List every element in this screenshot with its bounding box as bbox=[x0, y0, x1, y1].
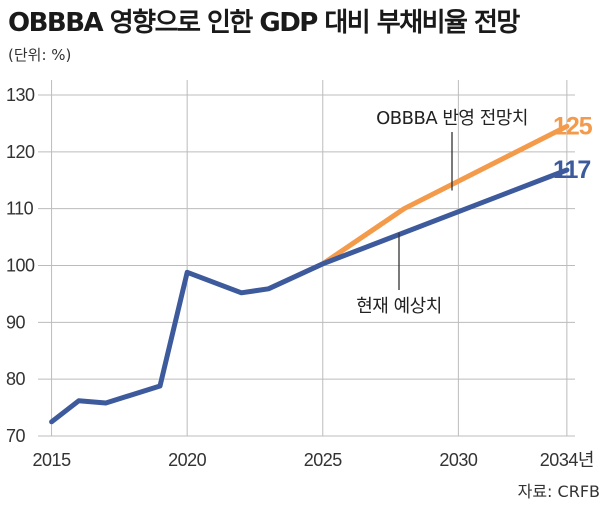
series-lines bbox=[49, 123, 570, 425]
y-tick-90: 90 bbox=[6, 312, 26, 332]
x-tick-2020: 2020 bbox=[168, 450, 207, 470]
y-tick-110: 110 bbox=[6, 199, 34, 219]
x-axis-tick-labels: 2015 2020 2025 2030 2034년 bbox=[33, 450, 595, 470]
y-tick-80: 80 bbox=[6, 369, 26, 389]
source-note: 자료: CRFB bbox=[517, 482, 600, 501]
chart-title: OBBBA 영향으로 인한 GDP 대비 부채비율 전망 bbox=[8, 8, 520, 38]
end-label-obbba: 125 bbox=[553, 112, 593, 140]
x-tick-2015: 2015 bbox=[33, 450, 72, 470]
series-line-current-estimate bbox=[49, 167, 570, 425]
unit-label: (단위: %) bbox=[8, 46, 72, 64]
x-tick-2030: 2030 bbox=[439, 450, 478, 470]
series-line-obbba-forecast bbox=[320, 123, 570, 267]
gridlines bbox=[38, 80, 575, 437]
y-tick-120: 120 bbox=[6, 142, 35, 162]
x-tick-2025: 2025 bbox=[304, 450, 343, 470]
y-tick-70: 70 bbox=[6, 426, 26, 446]
series-label-obbba: OBBBA 반영 전망치 bbox=[376, 108, 528, 129]
y-axis-tick-labels: 70 80 90 100 110 120 130 bbox=[6, 85, 36, 446]
y-tick-130: 130 bbox=[6, 85, 35, 105]
x-tick-2034: 2034년 bbox=[540, 450, 594, 470]
end-label-current: 117 bbox=[553, 156, 590, 184]
y-tick-100: 100 bbox=[6, 256, 35, 276]
series-label-current: 현재 예상치 bbox=[356, 296, 442, 317]
